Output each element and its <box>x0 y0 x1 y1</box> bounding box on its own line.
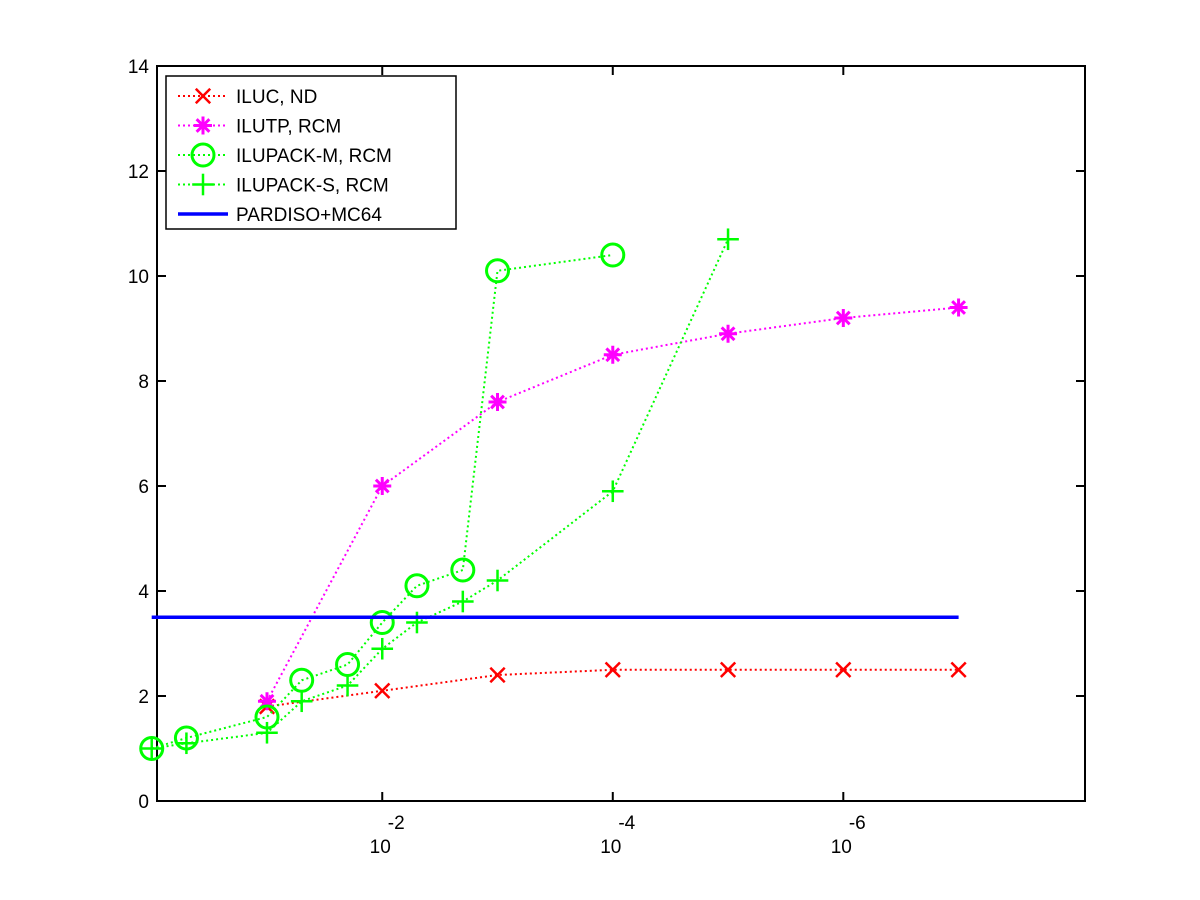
x-tick-label-base: 10 <box>831 837 852 858</box>
y-tick-label: 10 <box>128 267 149 288</box>
data-point <box>336 674 359 697</box>
marker-stroke <box>374 682 391 699</box>
data-point <box>404 573 430 599</box>
legend-label: ILUTP, RCM <box>236 117 341 138</box>
data-point <box>371 637 394 660</box>
legend-label: ILUPACK-M, RCM <box>236 146 392 167</box>
marker-stroke <box>600 242 626 268</box>
marker-stroke <box>194 87 212 105</box>
data-point <box>452 590 474 613</box>
data-point <box>719 661 737 678</box>
x-tick-label-exponent: -2 <box>388 813 405 834</box>
marker-stroke <box>195 118 211 133</box>
plot-area: 0 2 4 6 8 10 12 14 10 -2 10 -4 10 -6 ILUC, ND ILUTP, RC… <box>128 57 1086 858</box>
y-tick-label: 14 <box>128 57 150 78</box>
legend-label: ILUC, ND <box>236 87 317 108</box>
marker-stroke <box>485 258 511 284</box>
data-point <box>601 480 624 503</box>
data-point <box>950 661 967 678</box>
data-point <box>600 242 626 268</box>
x-tick-label-base: 10 <box>600 837 621 858</box>
marker-stroke <box>489 666 506 684</box>
data-point <box>834 309 853 327</box>
data-point <box>949 298 968 317</box>
marker-stroke <box>490 394 505 410</box>
marker-stroke <box>369 610 395 635</box>
marker-stroke <box>190 142 216 168</box>
marker-stroke <box>374 478 390 494</box>
data-point <box>139 736 165 761</box>
y-tick-label: 2 <box>138 687 149 708</box>
legend-marker <box>192 173 214 196</box>
data-point <box>486 569 509 592</box>
y-tick-label: 6 <box>138 477 149 498</box>
data-point <box>489 666 506 684</box>
data-point <box>373 477 392 495</box>
y-tick-label: 8 <box>138 372 149 393</box>
data-point <box>450 557 476 583</box>
axes-box <box>156 65 1086 802</box>
y-tick-label: 4 <box>138 582 149 603</box>
data-point <box>835 661 852 678</box>
marker-stroke <box>719 661 737 678</box>
legend-marker <box>190 142 216 168</box>
data-point <box>256 721 278 744</box>
legend-label: PARDISO+MC64 <box>236 205 382 226</box>
data-point <box>406 611 428 634</box>
marker-stroke <box>404 573 430 599</box>
marker-stroke <box>835 310 851 326</box>
data-point <box>719 324 738 343</box>
x-tick-label-base: 10 <box>370 837 391 858</box>
series-1 <box>257 298 968 711</box>
legend-item: ILUTP, RCM <box>178 116 341 138</box>
data-point <box>604 661 621 678</box>
marker-stroke <box>951 300 966 315</box>
series-line <box>151 254 613 750</box>
data-point <box>488 393 507 411</box>
legend-marker <box>194 87 212 105</box>
legend-item: ILUPACK-S, RCM <box>178 173 389 197</box>
marker-stroke <box>450 557 476 583</box>
data-point <box>175 732 198 755</box>
marker-stroke <box>604 661 621 678</box>
data-point <box>717 228 739 251</box>
legend-marker <box>194 116 212 135</box>
data-point <box>485 258 511 284</box>
data-point <box>140 737 163 760</box>
data-point <box>603 345 622 364</box>
legend-item: PARDISO+MC64 <box>178 205 382 226</box>
legend-item: ILUPACK-M, RCM <box>178 142 392 168</box>
marker-stroke <box>605 347 621 363</box>
x-tick-label-exponent: -4 <box>618 813 635 834</box>
legend-label: ILUPACK-S, RCM <box>236 176 389 197</box>
y-tick-label: 0 <box>138 792 149 813</box>
legend-item: ILUC, ND <box>178 87 317 108</box>
y-tick-label: 12 <box>128 162 149 183</box>
marker-stroke <box>950 661 967 678</box>
marker-stroke <box>139 736 165 761</box>
data-point <box>374 682 391 699</box>
marker-stroke <box>835 661 852 678</box>
series-2 <box>139 242 626 761</box>
series-3 <box>140 228 739 760</box>
data-point <box>290 690 313 713</box>
data-point <box>369 610 395 635</box>
marker-stroke <box>720 326 736 342</box>
series-line <box>151 238 729 750</box>
x-tick-label-exponent: -6 <box>849 813 866 834</box>
legend: ILUC, ND ILUTP, RCM ILUPACK-M, RCM ILUPACK-… <box>165 75 457 230</box>
